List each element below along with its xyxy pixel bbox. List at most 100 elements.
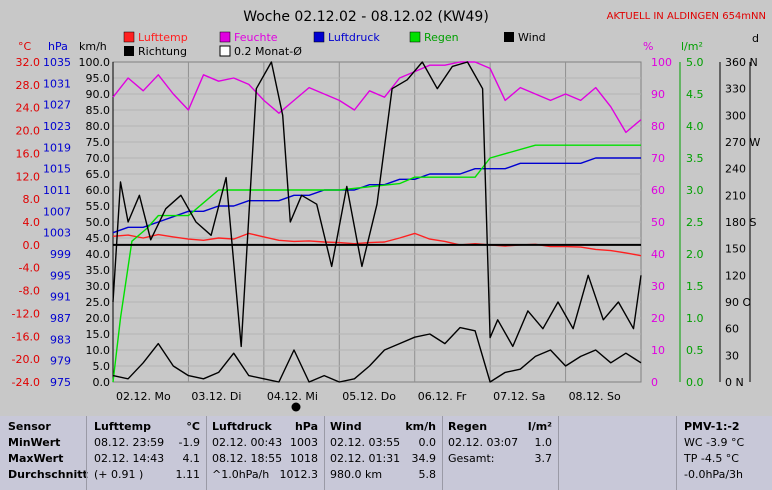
- stats-row-label: MaxWert: [8, 452, 64, 465]
- tick-label-hum: 90: [651, 88, 665, 101]
- legend-swatch-feuchte: [219, 31, 231, 43]
- stats-value: 1018: [290, 452, 318, 465]
- axis-unit-press: hPa: [48, 40, 68, 53]
- tick-label-dir: 330: [725, 83, 746, 96]
- tick-label-wind: 55.0: [86, 200, 111, 213]
- tick-label-day: 03.12. Di: [191, 390, 241, 403]
- tick-label-press: 1027: [43, 99, 71, 112]
- stats-cell: 02.12. 03:55: [330, 436, 401, 449]
- axis-unit-dir: d: [752, 32, 759, 45]
- tick-label-hum: 50: [651, 216, 665, 229]
- stats-wind-title: Wind: [330, 420, 362, 433]
- tick-label-temp: -4.0: [19, 262, 40, 275]
- tick-label-press: 995: [50, 269, 71, 282]
- tick-label-temp: -12.0: [12, 307, 40, 320]
- tick-label-rain: 3.5: [686, 152, 704, 165]
- stats-cell: 08.12. 18:55: [212, 452, 283, 465]
- tick-label-press: 1007: [43, 205, 71, 218]
- tick-label-press: 1003: [43, 227, 71, 240]
- tick-label-dir: 90 O: [725, 296, 751, 309]
- stats-value: 34.9: [411, 452, 437, 465]
- stats-lufttemp-title: Lufttemp: [94, 420, 151, 433]
- tick-label-dir: 30: [725, 349, 739, 362]
- weather-chart: Woche 02.12.02 - 08.12.02 (KW49) AKTUELL…: [12, 9, 766, 412]
- tick-label-day: 07.12. Sa: [493, 390, 545, 403]
- tick-label-day: 04.12. Mi: [267, 390, 318, 403]
- tick-label-hum: 40: [651, 248, 665, 261]
- stats-divider: [676, 416, 677, 490]
- stats-value: 1.11: [175, 468, 201, 481]
- tick-label-hum: 20: [651, 312, 665, 325]
- tick-label-dir: 240: [725, 163, 746, 176]
- tick-label-wind: 95.0: [86, 72, 111, 85]
- tick-label-press: 1035: [43, 56, 71, 69]
- tick-label-wind: 35.0: [86, 264, 111, 277]
- stats-regen-unit: l/m²: [527, 420, 552, 433]
- legend-label-richtung: Richtung: [138, 45, 187, 58]
- stats-sensor: Sensor MinWert MaxWert Durchschnitt: [8, 419, 88, 483]
- stats-wind: Wind km/h 02.12. 03:55 0.0 02.12. 01:31 34.…: [330, 419, 436, 483]
- tick-label-wind: 70.0: [86, 152, 111, 165]
- tick-label-temp: -16.0: [12, 330, 40, 343]
- stats-cell: 02.12. 01:31: [330, 452, 401, 465]
- series-line-wind: [112, 326, 642, 383]
- tick-label-wind: 10.0: [86, 344, 111, 357]
- series-lines: [112, 61, 642, 383]
- stats-regen: Regen l/m² 02.12. 03:07 1.0 Gesamt: 3.7: [448, 419, 552, 467]
- tick-label-wind: 75.0: [86, 136, 111, 149]
- tick-label-rain: 2.0: [686, 248, 704, 261]
- tick-label-temp: 20.0: [16, 125, 41, 138]
- tick-label-rain: 0.0: [686, 376, 704, 389]
- tick-label-temp: 12.0: [16, 170, 41, 183]
- stats-value: 4.1: [182, 452, 201, 465]
- tick-label-wind: 80.0: [86, 120, 111, 133]
- tick-label-press: 987: [50, 312, 71, 325]
- tick-label-temp: 24.0: [16, 102, 41, 115]
- tick-label-wind: 60.0: [86, 184, 111, 197]
- tick-label-hum: 0: [651, 376, 658, 389]
- tick-label-wind: 45.0: [86, 232, 111, 245]
- legend-label-regen: Regen: [424, 31, 459, 44]
- stats-pmv-line: WC -3.9 °C: [684, 436, 745, 449]
- stats-divider: [324, 416, 325, 490]
- stats-lufttemp: Lufttemp °C 08.12. 23:59 -1.9 02.12. 14:43…: [94, 419, 200, 483]
- legend-swatch-wind: [504, 32, 514, 42]
- tick-label-hum: 80: [651, 120, 665, 133]
- stats-luftdruck: Luftdruck hPa 02.12. 00:43 1003 08.12. 18:…: [212, 419, 318, 483]
- tick-label-dir: 210: [725, 189, 746, 202]
- series-line-feuchte: [112, 61, 642, 134]
- stats-cell: ^1.0hPa/h: [212, 468, 270, 481]
- stats-value: 1012.3: [279, 468, 319, 481]
- tick-label-hum: 60: [651, 184, 665, 197]
- stats-cell: 980.0 km: [330, 468, 383, 481]
- tick-label-temp: 0.0: [23, 239, 41, 252]
- tick-label-hum: 30: [651, 280, 665, 293]
- tick-label-hum: 100: [651, 56, 672, 69]
- stats-regen-title: Regen: [448, 420, 488, 433]
- tick-label-day: 08.12. So: [569, 390, 621, 403]
- chart-title: Woche 02.12.02 - 08.12.02 (KW49): [243, 9, 489, 25]
- tick-label-dir: 300: [725, 109, 746, 122]
- stats-divider: [206, 416, 207, 490]
- tick-label-temp: 28.0: [16, 79, 41, 92]
- tick-label-rain: 1.0: [686, 312, 704, 325]
- tick-label-dir: 150: [725, 243, 746, 256]
- stats-pmv: PMV-1:-2 WC -3.9 °C TP -4.5 °C -0.0hPa/3…: [684, 419, 768, 483]
- day-labels: 02.12. Mo 03.12. Di 04.12. Mi 05.12. Do 06.1…: [116, 390, 621, 403]
- tick-label-rain: 2.5: [686, 216, 704, 229]
- tick-label-wind: 30.0: [86, 280, 111, 293]
- tick-label-temp: 16.0: [16, 147, 41, 160]
- tick-label-wind: 25.0: [86, 296, 111, 309]
- tick-label-press: 979: [50, 355, 71, 368]
- tick-label-rain: 4.5: [686, 88, 704, 101]
- tick-label-temp: -8.0: [19, 285, 40, 298]
- legend-swatch-richtung: [124, 46, 134, 56]
- tick-label-rain: 1.5: [686, 280, 704, 293]
- tick-label-dir: 180 S: [725, 216, 756, 229]
- axis-unit-rain: l/m²: [681, 40, 703, 53]
- legend-swatch-lufttemp: [123, 31, 135, 43]
- tick-label-press: 1023: [43, 120, 71, 133]
- tick-label-dir: 60: [725, 323, 739, 336]
- tick-label-wind: 50.0: [86, 216, 111, 229]
- series-line-luftdruck: [112, 157, 641, 234]
